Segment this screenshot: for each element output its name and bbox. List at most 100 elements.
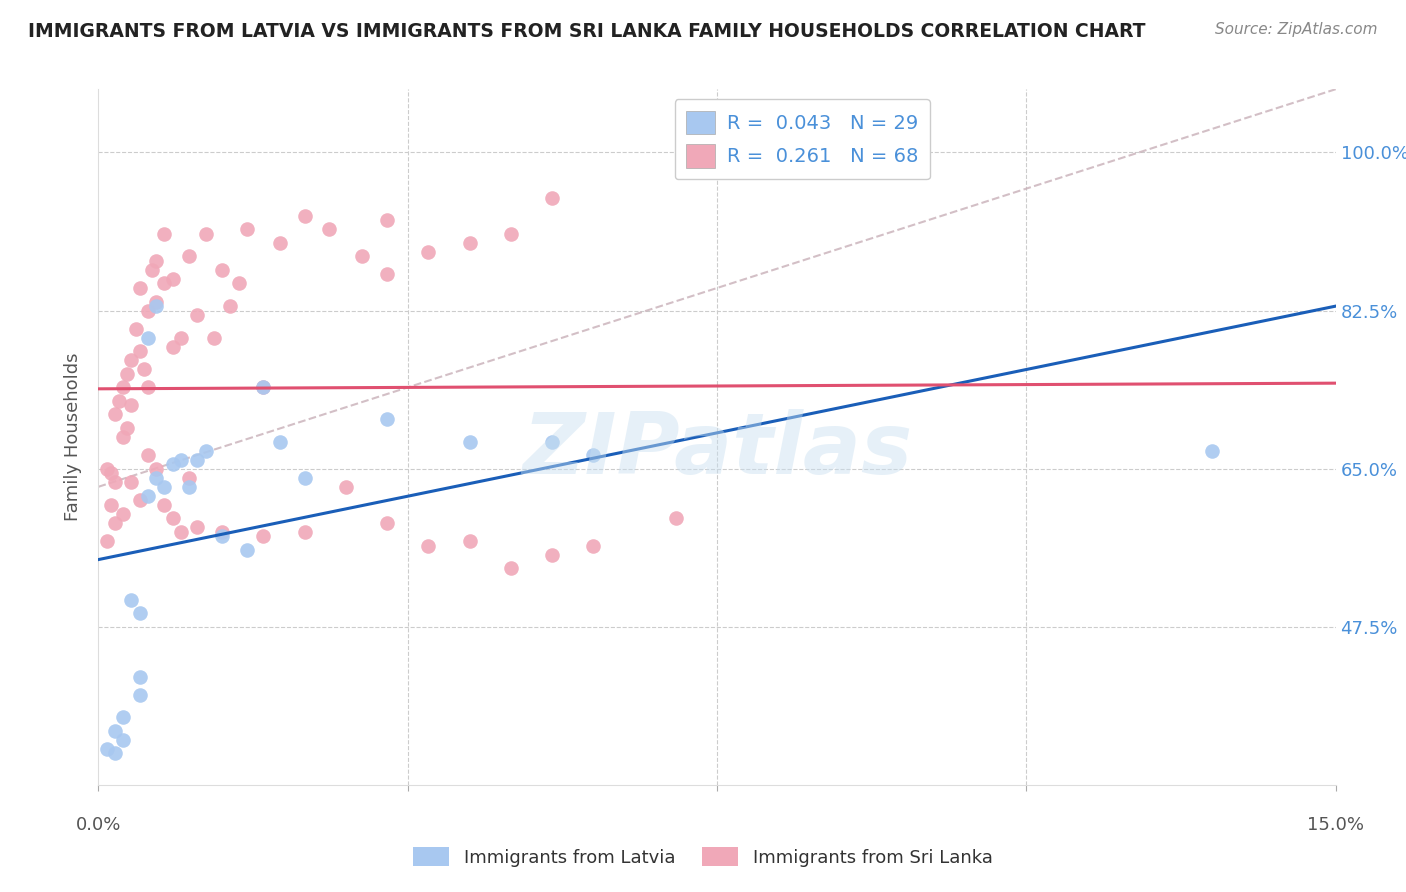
Point [136,380,159,394]
Point [194,443,217,458]
Point [145,299,167,313]
Point [294,471,316,485]
Point [335,480,357,494]
Point [541,548,564,562]
Point [112,507,135,521]
Point [179,471,201,485]
Point [136,303,159,318]
Point [120,592,142,607]
Point [375,268,398,282]
Point [211,263,233,277]
Legend: Immigrants from Latvia, Immigrants from Sri Lanka: Immigrants from Latvia, Immigrants from … [406,840,1000,874]
Point [499,561,522,575]
Point [665,511,688,525]
Point [170,331,193,345]
Text: ZIPatlas: ZIPatlas [522,409,912,492]
Point [458,434,481,449]
Point [179,480,201,494]
Point [104,747,127,761]
Point [162,340,184,354]
Point [128,493,150,508]
Point [120,399,142,413]
Point [499,227,522,241]
Point [162,511,184,525]
Point [153,480,176,494]
Point [128,281,150,295]
Point [145,253,167,268]
Point [128,688,150,702]
Point [211,529,233,543]
Point [100,498,122,512]
Point [104,408,127,422]
Point [112,710,135,724]
Point [153,227,176,241]
Point [162,272,184,286]
Point [252,380,274,394]
Point [236,543,259,558]
Point [458,235,481,250]
Point [186,308,208,322]
Text: 15.0%: 15.0% [1308,816,1364,834]
Point [120,353,142,368]
Point [141,263,163,277]
Point [170,524,193,539]
Point [186,452,208,467]
Point [375,213,398,227]
Point [186,520,208,534]
Point [318,222,340,236]
Point [194,227,217,241]
Point [211,524,233,539]
Point [541,434,564,449]
Point [112,430,135,444]
Point [582,448,605,462]
Point [145,461,167,475]
Point [418,244,440,259]
Point [112,732,135,747]
Point [153,277,176,291]
Point [112,380,135,394]
Point [269,434,291,449]
Point [236,222,259,236]
Point [375,516,398,530]
Point [108,393,131,408]
Text: 0.0%: 0.0% [76,816,121,834]
Point [132,362,155,376]
Point [104,475,127,490]
Point [541,191,564,205]
Point [228,277,250,291]
Point [252,380,274,394]
Point [162,457,184,471]
Point [582,539,605,553]
Point [294,209,316,223]
Point [120,475,142,490]
Point [124,321,146,335]
Point [104,723,127,738]
Point [128,607,150,621]
Point [117,367,139,381]
Point [352,249,374,263]
Point [375,412,398,426]
Point [269,235,291,250]
Point [145,294,167,309]
Point [145,471,167,485]
Point [96,461,118,475]
Point [458,533,481,548]
Point [96,533,118,548]
Point [219,299,242,313]
Point [1201,443,1223,458]
Point [418,539,440,553]
Point [294,524,316,539]
Point [100,467,122,481]
Y-axis label: Family Households: Family Households [65,353,83,521]
Point [136,331,159,345]
Point [179,249,201,263]
Point [128,669,150,683]
Point [96,741,118,756]
Point [252,529,274,543]
Text: Source: ZipAtlas.com: Source: ZipAtlas.com [1215,22,1378,37]
Point [202,331,225,345]
Point [136,448,159,462]
Legend: R =  0.043   N = 29, R =  0.261   N = 68: R = 0.043 N = 29, R = 0.261 N = 68 [675,99,929,179]
Point [136,489,159,503]
Point [117,421,139,435]
